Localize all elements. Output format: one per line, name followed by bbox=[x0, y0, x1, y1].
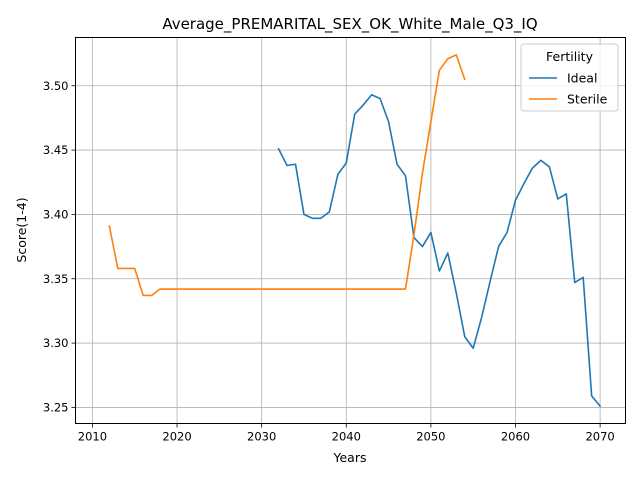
x-tick-label: 2040 bbox=[332, 430, 361, 444]
legend: Fertility Ideal Sterile bbox=[520, 43, 619, 112]
legend-title: Fertility bbox=[546, 49, 594, 64]
y-tick-label: 3.25 bbox=[43, 400, 69, 414]
x-tick-label: 2010 bbox=[78, 430, 107, 444]
chart-title: Average_PREMARITAL_SEX_OK_White_Male_Q3_… bbox=[162, 15, 537, 34]
legend-box bbox=[520, 43, 619, 112]
legend-label-sterile: Sterile bbox=[567, 92, 608, 107]
y-tick-label: 3.35 bbox=[43, 272, 69, 286]
y-tick-label: 3.50 bbox=[43, 79, 69, 93]
plot-frame bbox=[75, 37, 626, 424]
y-tick-label: 3.30 bbox=[43, 336, 69, 350]
x-tick-label: 2030 bbox=[247, 430, 276, 444]
x-tick-label: 2070 bbox=[585, 430, 614, 444]
axis-ticks: 2010 2020 2030 2040 2050 2060 2070 3.25 3.30 3.35… bbox=[43, 79, 615, 444]
series-lines bbox=[108, 54, 602, 408]
y-axis-label: Score(1-4) bbox=[14, 197, 29, 262]
x-tick-label: 2020 bbox=[162, 430, 191, 444]
x-tick-label: 2060 bbox=[501, 430, 530, 444]
x-axis-label: Years bbox=[333, 450, 367, 465]
grid bbox=[75, 37, 626, 424]
series-line-ideal bbox=[277, 93, 602, 408]
y-tick-label: 3.40 bbox=[43, 207, 69, 221]
legend-label-ideal: Ideal bbox=[567, 71, 597, 86]
series-line-sterile bbox=[108, 54, 466, 297]
y-tick-label: 3.45 bbox=[43, 143, 69, 157]
x-tick-label: 2050 bbox=[416, 430, 445, 444]
